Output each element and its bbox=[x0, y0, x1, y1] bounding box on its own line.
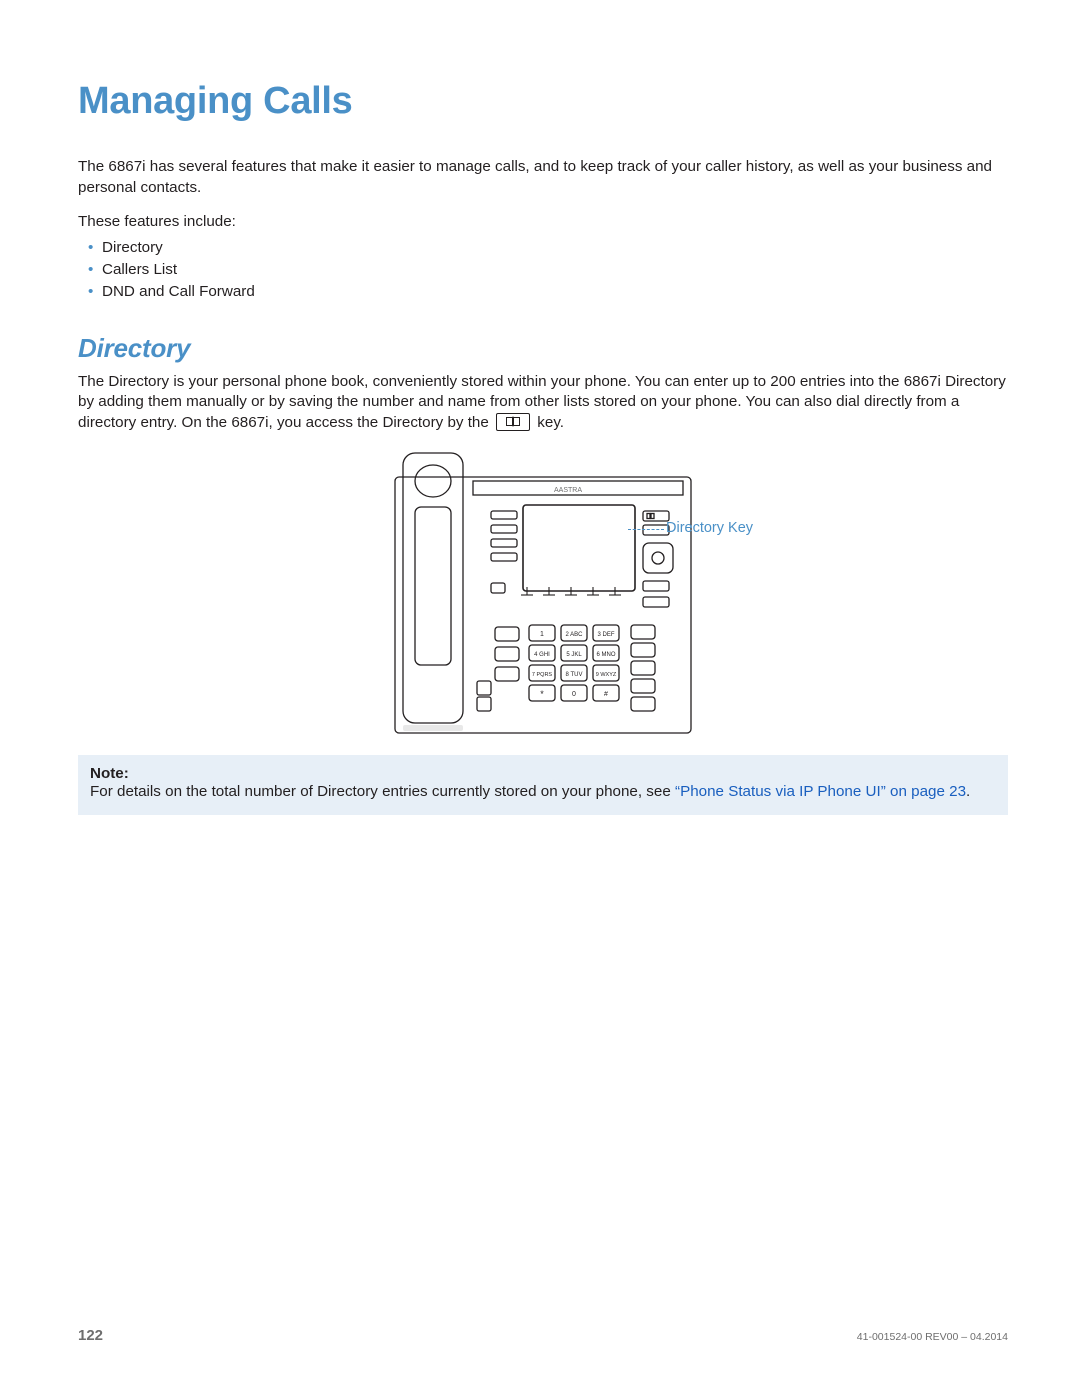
svg-text:7 PQRS: 7 PQRS bbox=[532, 672, 553, 678]
svg-text:#: # bbox=[604, 691, 608, 698]
svg-text:8 TUV: 8 TUV bbox=[566, 672, 583, 678]
list-item: DND and Call Forward bbox=[88, 281, 1008, 303]
note-text: For details on the total number of Direc… bbox=[90, 782, 996, 803]
svg-text:AASTRA: AASTRA bbox=[554, 487, 582, 494]
page-footer: 122 41-001524-00 REV00 – 04.2014 bbox=[78, 1327, 1008, 1344]
svg-text:4 GHI: 4 GHI bbox=[534, 652, 550, 658]
directory-text-part-2: key. bbox=[537, 414, 564, 431]
note-box: Note: For details on the total number of… bbox=[78, 755, 1008, 815]
phone-illustration: AASTRA bbox=[393, 447, 693, 737]
note-link[interactable]: “Phone Status via IP Phone UI” on page 2… bbox=[675, 783, 966, 800]
directory-key-icon bbox=[496, 413, 530, 431]
callout-leader-line bbox=[628, 529, 664, 530]
list-item: Callers List bbox=[88, 259, 1008, 281]
note-label: Note: bbox=[90, 765, 996, 782]
svg-text:5 JKL: 5 JKL bbox=[566, 652, 582, 658]
document-id: 41-001524-00 REV00 – 04.2014 bbox=[857, 1331, 1008, 1343]
page-heading: Managing Calls bbox=[78, 80, 1008, 123]
svg-text:*: * bbox=[540, 689, 544, 699]
page-number: 122 bbox=[78, 1327, 103, 1344]
phone-figure: AASTRA bbox=[78, 447, 1008, 737]
svg-text:6 MNO: 6 MNO bbox=[596, 652, 615, 658]
svg-text:3 DEF: 3 DEF bbox=[597, 632, 614, 638]
svg-text:2 ABC: 2 ABC bbox=[565, 632, 583, 638]
note-text-part-2: . bbox=[966, 783, 970, 800]
svg-text:9 WXYZ: 9 WXYZ bbox=[596, 672, 617, 678]
note-text-part-1: For details on the total number of Direc… bbox=[90, 783, 675, 800]
intro-paragraph-1: The 6867i has several features that make… bbox=[78, 157, 1008, 198]
directory-paragraph: The Directory is your personal phone boo… bbox=[78, 372, 1008, 434]
section-heading-directory: Directory bbox=[78, 333, 1008, 364]
svg-text:0: 0 bbox=[572, 691, 576, 698]
svg-text:1: 1 bbox=[540, 631, 544, 638]
list-item: Directory bbox=[88, 237, 1008, 259]
callout-directory-key: Directory Key bbox=[666, 520, 753, 536]
feature-list: Directory Callers List DND and Call Forw… bbox=[78, 237, 1008, 303]
intro-paragraph-2: These features include: bbox=[78, 212, 1008, 233]
